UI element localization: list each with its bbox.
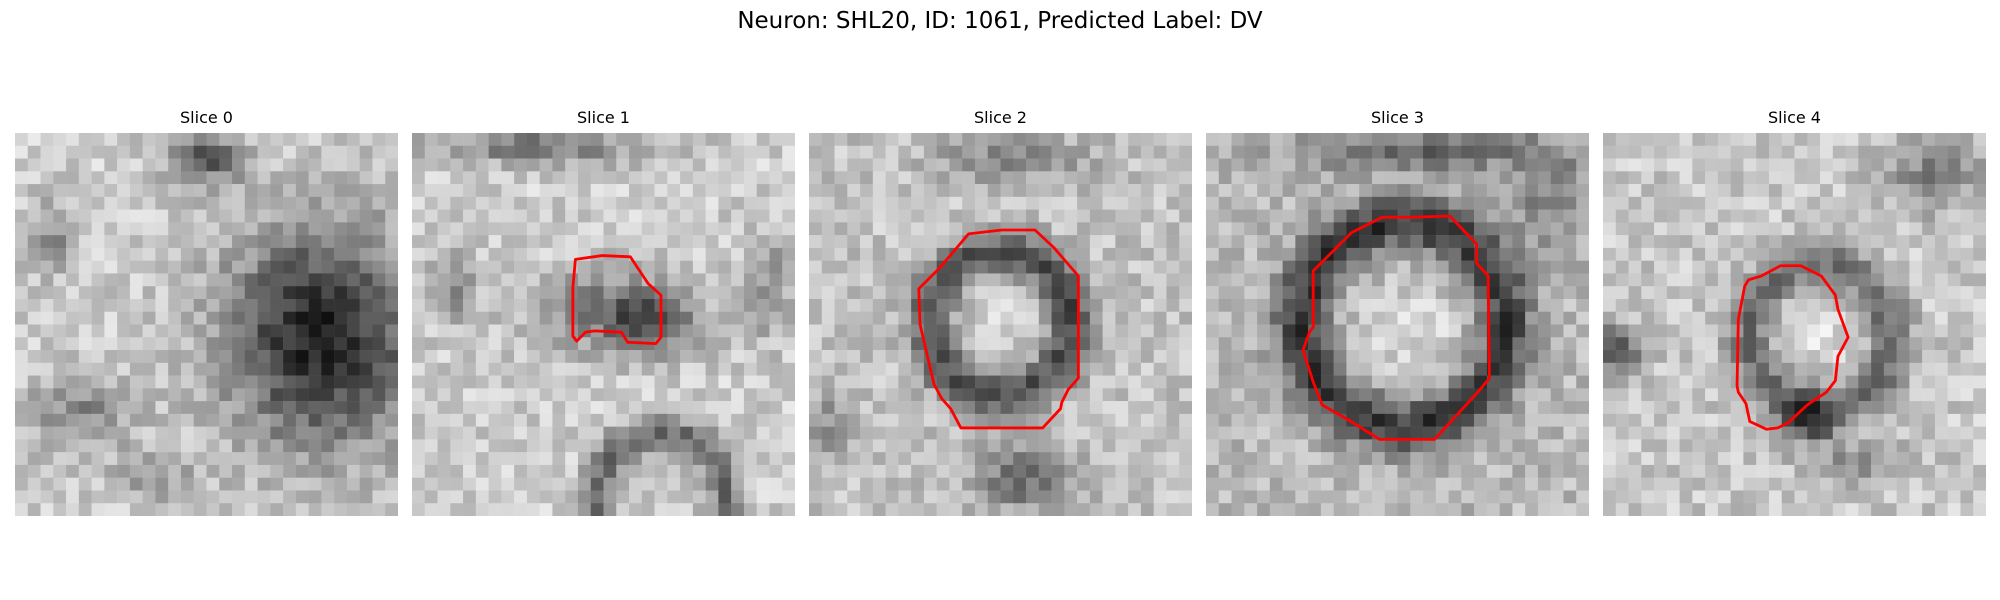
slice-title: Slice 3 bbox=[1371, 108, 1424, 127]
roi-contour bbox=[1735, 264, 1850, 431]
roi-contour bbox=[1301, 214, 1491, 441]
slice-title: Slice 1 bbox=[577, 108, 630, 127]
slice-image bbox=[809, 133, 1192, 516]
slice-image bbox=[15, 133, 398, 516]
roi-contour bbox=[571, 254, 663, 346]
slice-image bbox=[1206, 133, 1589, 516]
slice-title: Slice 2 bbox=[974, 108, 1027, 127]
slice-image bbox=[1603, 133, 1986, 516]
figure-title: Neuron: SHL20, ID: 1061, Predicted Label… bbox=[737, 8, 1263, 34]
slice-title: Slice 0 bbox=[180, 108, 233, 127]
slice-image bbox=[412, 133, 795, 516]
roi-contour bbox=[917, 228, 1080, 430]
slice-title: Slice 4 bbox=[1768, 108, 1821, 127]
